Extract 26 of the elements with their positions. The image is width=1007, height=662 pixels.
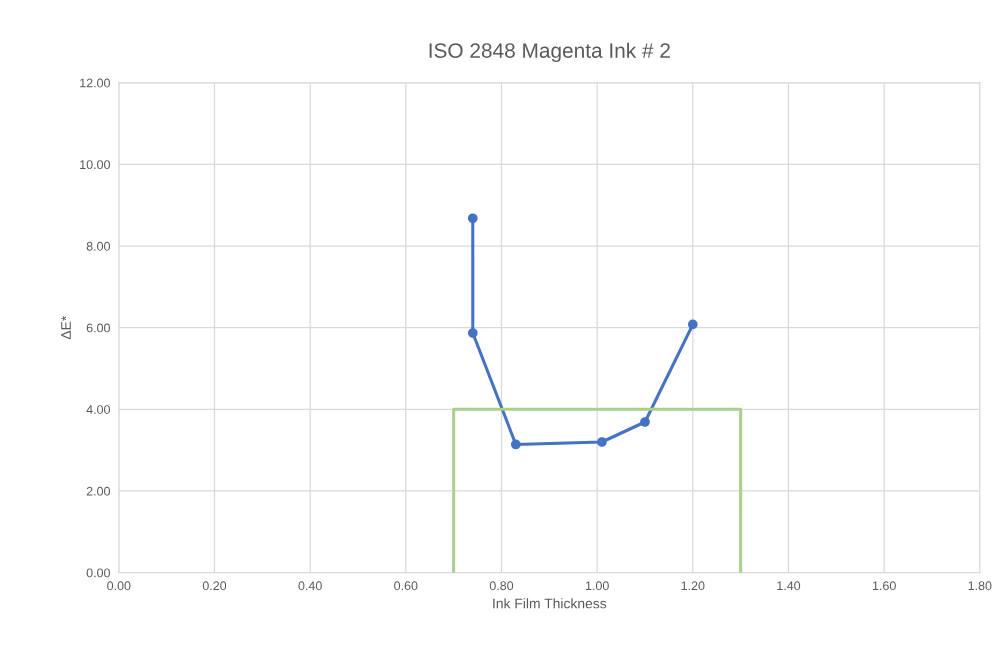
x-tick-label: 1.40	[777, 581, 801, 591]
point	[597, 437, 607, 447]
point	[510, 439, 521, 450]
x-tick-label: 1.00	[585, 581, 609, 591]
point	[687, 319, 698, 330]
y-tick-label: 10.00	[80, 160, 111, 170]
x-tick-label: 0.40	[298, 581, 322, 591]
y-tick-label: 6.00	[86, 323, 111, 333]
x-tick-label: 0.80	[489, 581, 514, 591]
y-tick-label: 8.00	[86, 241, 111, 251]
point	[467, 213, 478, 224]
point	[467, 328, 478, 338]
y-tick-label: 0.00	[86, 568, 111, 578]
chart-title: ISO 2848 Magenta Ink # 2	[429, 42, 670, 63]
x-tick-label: 0.60	[394, 581, 418, 591]
x-tick-label: 1.20	[681, 581, 705, 591]
y-tick-label: 2.00	[86, 486, 111, 496]
x-tick-label: 1.60	[872, 581, 896, 591]
point	[640, 417, 650, 427]
y-tick-label: 4.00	[86, 405, 111, 414]
x-tick-label: 0.00	[107, 581, 131, 591]
x-tick-label: 0.20	[202, 581, 227, 591]
x-axis-title: Ink Film Thickness	[493, 598, 607, 609]
x-tick-label: 1.80	[968, 581, 992, 591]
y-tick-label: 12.00	[80, 78, 111, 88]
y-axis-title: ΔE*	[61, 315, 71, 340]
